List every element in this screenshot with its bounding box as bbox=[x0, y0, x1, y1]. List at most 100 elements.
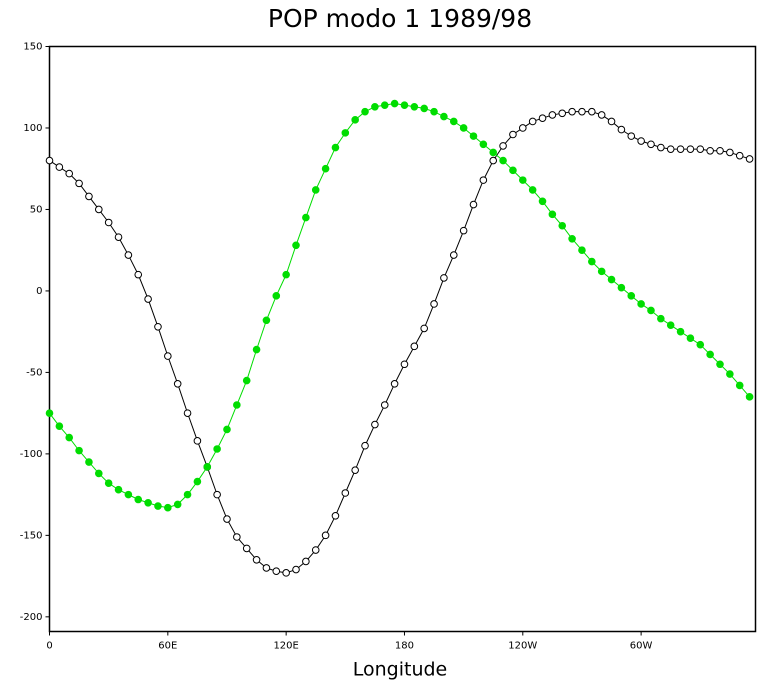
y-tick-label: 0 bbox=[36, 286, 42, 297]
data-point bbox=[578, 246, 586, 254]
data-point bbox=[499, 142, 507, 150]
data-point bbox=[489, 156, 498, 165]
chart-title: POP modo 1 1989/98 bbox=[268, 4, 532, 33]
data-point bbox=[588, 257, 596, 266]
data-point bbox=[726, 148, 734, 157]
x-axis-label: Longitude bbox=[353, 659, 448, 681]
data-point bbox=[528, 186, 537, 194]
data-point bbox=[726, 370, 734, 378]
data-point bbox=[272, 567, 281, 576]
data-point bbox=[657, 143, 665, 152]
data-point bbox=[647, 140, 655, 149]
data-point bbox=[262, 316, 271, 325]
data-point bbox=[104, 218, 113, 227]
data-point bbox=[311, 546, 320, 554]
data-point bbox=[213, 490, 221, 499]
data-point bbox=[361, 107, 369, 116]
data-point bbox=[745, 393, 754, 401]
data-point bbox=[657, 314, 665, 323]
data-point bbox=[331, 512, 340, 520]
data-point bbox=[55, 422, 64, 430]
data-point bbox=[400, 360, 409, 369]
data-point bbox=[55, 163, 64, 171]
data-point bbox=[449, 251, 458, 259]
data-point bbox=[380, 401, 389, 409]
data-point bbox=[568, 234, 576, 243]
data-point bbox=[588, 107, 596, 116]
data-point bbox=[538, 197, 547, 206]
data-point bbox=[696, 340, 705, 349]
data-point bbox=[666, 321, 675, 329]
data-point bbox=[321, 164, 330, 173]
data-point bbox=[223, 515, 231, 523]
y-tick-label: 100 bbox=[23, 123, 42, 134]
data-point bbox=[223, 425, 231, 434]
data-point bbox=[686, 145, 695, 153]
data-point bbox=[637, 300, 645, 308]
data-point bbox=[637, 137, 645, 145]
y-tick-label: -150 bbox=[20, 530, 43, 541]
x-tick-label: 180 bbox=[395, 641, 414, 652]
data-point bbox=[548, 210, 557, 219]
data-point bbox=[548, 111, 557, 119]
data-point bbox=[371, 420, 379, 429]
data-point bbox=[114, 233, 123, 241]
data-point bbox=[430, 300, 438, 308]
data-point bbox=[134, 495, 143, 504]
data-point bbox=[193, 477, 202, 486]
series-line bbox=[49, 111, 750, 574]
data-point bbox=[706, 350, 714, 359]
data-point bbox=[351, 116, 359, 124]
data-point bbox=[252, 345, 261, 354]
data-point bbox=[440, 274, 448, 282]
data-point bbox=[173, 500, 182, 509]
x-tick-label: 120W bbox=[508, 641, 537, 652]
data-point bbox=[213, 445, 221, 453]
data-point bbox=[124, 251, 133, 259]
data-point bbox=[410, 102, 419, 111]
data-point bbox=[528, 117, 537, 126]
series-line bbox=[49, 103, 750, 509]
data-point bbox=[183, 409, 192, 417]
data-point bbox=[233, 533, 241, 541]
data-point bbox=[607, 117, 616, 126]
data-point bbox=[95, 469, 103, 478]
data-point bbox=[509, 166, 517, 175]
data-point bbox=[440, 112, 448, 121]
data-point bbox=[518, 176, 527, 184]
data-point bbox=[400, 101, 409, 109]
data-point bbox=[95, 205, 103, 214]
data-point bbox=[144, 295, 152, 303]
data-point bbox=[420, 104, 428, 113]
data-point bbox=[75, 179, 83, 188]
data-point bbox=[75, 446, 83, 455]
data-point bbox=[578, 107, 586, 116]
data-point bbox=[65, 169, 74, 178]
data-point bbox=[597, 111, 606, 119]
data-point bbox=[173, 380, 182, 388]
data-point bbox=[311, 186, 320, 194]
data-point bbox=[509, 130, 517, 139]
data-point bbox=[716, 146, 724, 155]
data-point bbox=[597, 267, 606, 276]
data-point bbox=[676, 327, 685, 336]
data-point bbox=[341, 489, 350, 497]
data-point bbox=[183, 490, 192, 499]
data-point bbox=[676, 145, 685, 153]
data-point bbox=[390, 99, 399, 108]
data-point bbox=[85, 458, 93, 466]
plot-frame bbox=[48, 45, 757, 633]
data-point bbox=[558, 221, 567, 230]
data-point bbox=[144, 498, 152, 507]
data-point bbox=[647, 306, 655, 315]
data-point bbox=[469, 200, 478, 209]
data-point bbox=[686, 334, 695, 342]
data-point bbox=[479, 140, 488, 149]
data-point bbox=[45, 409, 54, 417]
data-point bbox=[479, 176, 488, 184]
data-point bbox=[164, 352, 172, 360]
data-point bbox=[272, 292, 281, 300]
data-point bbox=[696, 145, 705, 153]
data-point bbox=[134, 270, 143, 279]
